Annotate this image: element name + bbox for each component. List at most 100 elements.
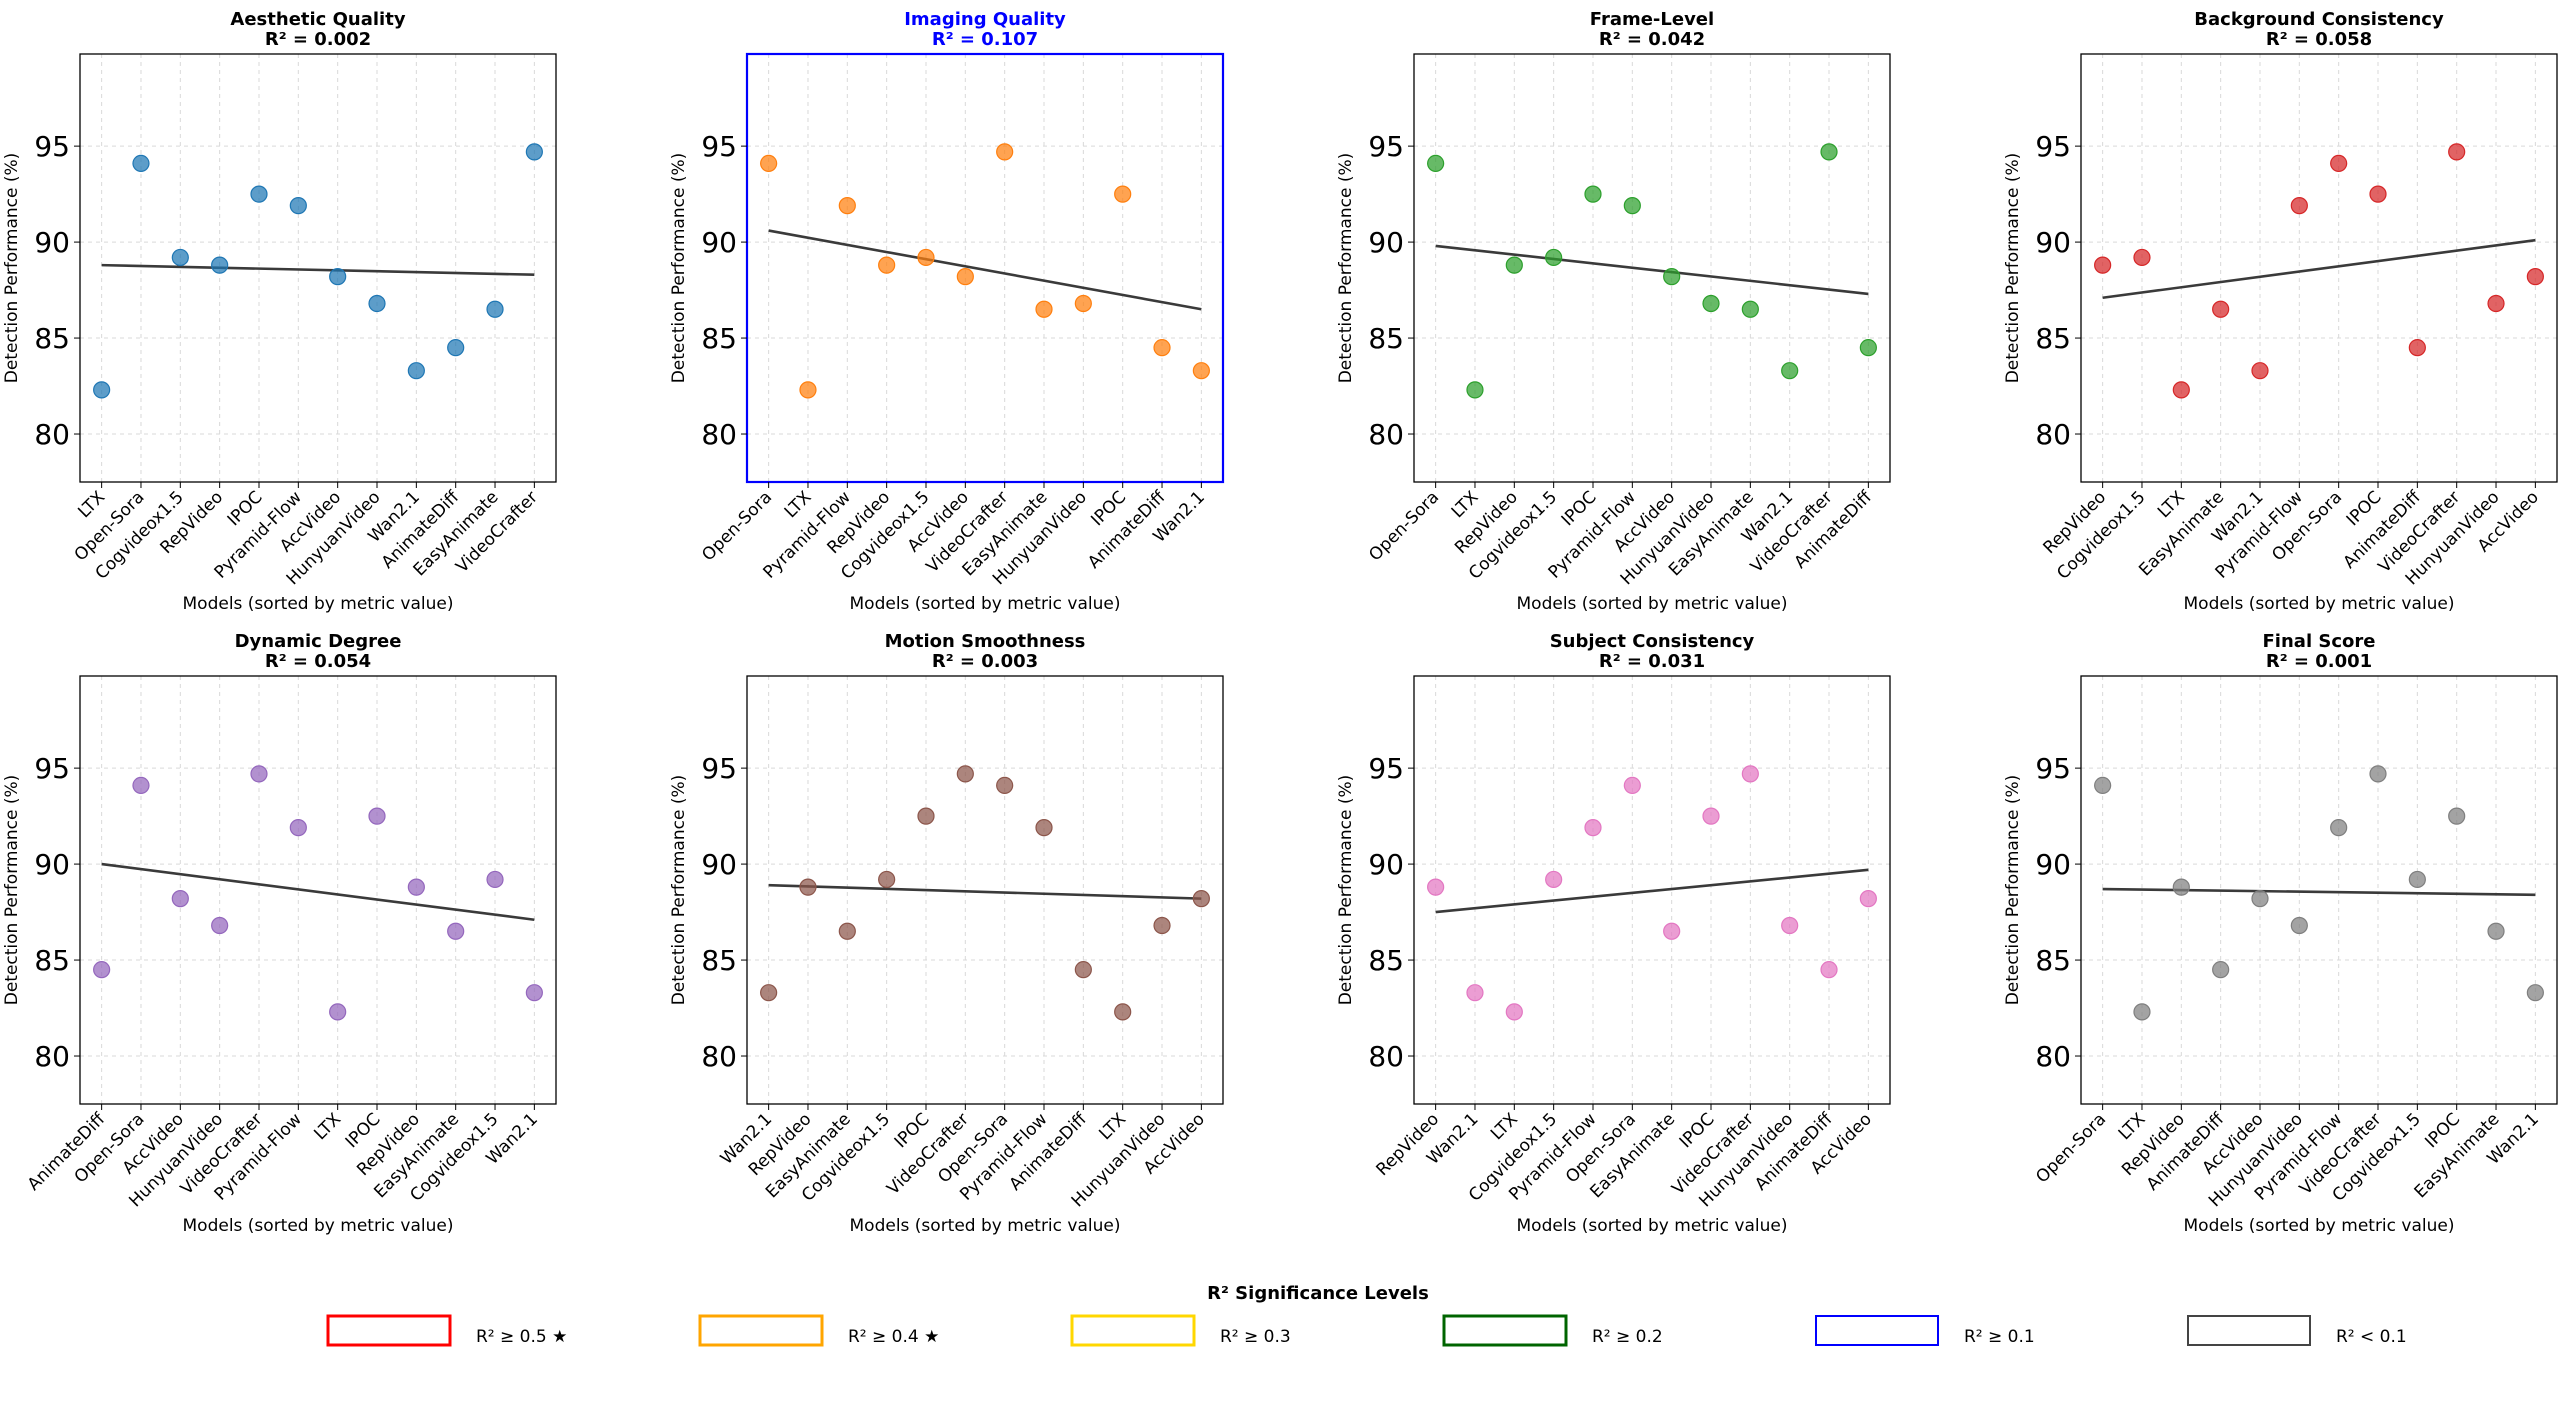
point-open-sora (132, 154, 150, 172)
point-ipoc (250, 185, 268, 203)
point-easyanimate (2212, 300, 2230, 318)
subplot-title: Motion Smoothness (885, 631, 1086, 652)
point-wan2-1 (2251, 362, 2269, 380)
legend-swatch-r2-0-5 (326, 1314, 452, 1347)
subplot-r2-label: R² = 0.002 (265, 29, 371, 50)
y-tick-label: 90 (701, 848, 737, 881)
y-axis-label: Detection Performance (%) (669, 153, 689, 384)
point-pyramid-flow (838, 197, 856, 215)
point-cogvideox1-5 (2408, 870, 2426, 889)
y-axis-label: Detection Performance (%) (2, 775, 22, 1006)
point-wan2-1 (407, 362, 425, 380)
legend-title: R² Significance Levels (1207, 1283, 1429, 1304)
point-videocrafter (996, 143, 1014, 161)
point-videocrafter (250, 765, 268, 783)
point-ipoc (2448, 807, 2466, 825)
point-easyanimate (486, 300, 504, 318)
x-axis-label: Models (sorted by metric value) (183, 1216, 454, 1236)
point-hunyuanvideo (2487, 294, 2505, 313)
point-pyramid-flow (2290, 197, 2308, 215)
legend-swatch-r2-0-3 (1070, 1314, 1196, 1347)
y-tick-label: 80 (1368, 418, 1404, 451)
y-tick-label: 95 (701, 752, 737, 785)
y-axis-label: Detection Performance (%) (669, 775, 689, 1006)
subplot-title: Subject Consistency (1550, 631, 1755, 652)
trend-line (768, 883, 1202, 900)
point-videocrafter (1820, 143, 1838, 161)
point-repvideo (1427, 878, 1445, 896)
point-repvideo (2094, 256, 2112, 274)
legend-label-r2-0-4: R² ≥ 0.4 ★ (848, 1327, 939, 1347)
y-tick-label: 90 (34, 226, 70, 259)
y-tick-label: 95 (2035, 752, 2071, 785)
legend-label-r2-0-3: R² ≥ 0.3 (1220, 1327, 1291, 1347)
point-pyramid-flow (1035, 819, 1053, 837)
point-repvideo (2172, 878, 2190, 896)
y-tick-label: 90 (701, 226, 737, 259)
y-tick-label: 85 (1368, 322, 1404, 355)
legend-label-r2-0-1: R² ≥ 0.1 (1964, 1327, 2035, 1347)
legend-swatch-r2-0-1 (1815, 1315, 1939, 1346)
point-videocrafter (2448, 143, 2466, 161)
y-tick-label: 85 (701, 322, 737, 355)
trend-line (768, 229, 1202, 311)
point-open-sora (1623, 776, 1641, 794)
point-accvideo (1859, 890, 1877, 908)
y-tick-label: 95 (1368, 752, 1404, 785)
x-axis-label: Models (sorted by metric value) (2184, 1216, 2455, 1236)
legend-label-r2-0-2: R² ≥ 0.2 (1592, 1327, 1663, 1347)
point-videocrafter (956, 765, 974, 783)
point-hunyuanvideo (1074, 294, 1092, 313)
point-animatediff (1074, 961, 1092, 979)
subplot-title: Imaging Quality (904, 9, 1066, 30)
legend: R² Significance Levels R² ≥ 0.5 ★ R² ≥ 0… (326, 1283, 2407, 1347)
x-axis-label: Models (sorted by metric value) (183, 594, 454, 614)
point-open-sora (760, 154, 778, 172)
subplot-title: Aesthetic Quality (230, 9, 405, 30)
plot-frame (79, 53, 557, 483)
point-cogvideox1-5 (2133, 248, 2151, 267)
point-cogvideox1-5 (878, 870, 896, 889)
legend-label-r2-0-5: R² ≥ 0.5 ★ (476, 1327, 567, 1347)
y-tick-label: 80 (701, 418, 737, 451)
subplot-title: Frame-Level (1590, 9, 1714, 30)
point-hunyuanvideo (1702, 294, 1720, 313)
point-pyramid-flow (289, 197, 307, 215)
subplot-title: Background Consistency (2194, 9, 2444, 30)
point-open-sora (2094, 776, 2112, 794)
x-axis-label: Models (sorted by metric value) (850, 1216, 1121, 1236)
subplot-r2-label: R² = 0.031 (1599, 651, 1705, 672)
point-ipoc (368, 807, 386, 825)
point-open-sora (132, 776, 150, 794)
subplot-r2-label: R² = 0.003 (932, 651, 1038, 672)
point-open-sora (996, 776, 1014, 794)
point-repvideo (1505, 256, 1523, 274)
y-axis-label: Detection Performance (%) (2003, 775, 2023, 1006)
legend-swatch-r2-below-0-1 (2187, 1315, 2311, 1346)
point-easyanimate (1035, 300, 1053, 318)
subplot-r2-label: R² = 0.107 (932, 29, 1038, 50)
subplot-r2-label: R² = 0.001 (2266, 651, 2372, 672)
point-open-sora (1427, 154, 1445, 172)
y-tick-label: 95 (2035, 130, 2071, 163)
point-animatediff (93, 961, 111, 979)
point-pyramid-flow (1623, 197, 1641, 215)
point-animatediff (2408, 339, 2426, 357)
point-ltx (1505, 1003, 1523, 1021)
plot-frame (79, 675, 557, 1105)
point-ltx (329, 1003, 347, 1021)
point-hunyuanvideo (211, 916, 229, 935)
point-accvideo (956, 268, 974, 286)
trend-line (1435, 868, 1869, 914)
point-ipoc (1114, 185, 1132, 203)
trend-line (101, 263, 535, 277)
y-tick-label: 85 (1368, 944, 1404, 977)
y-tick-label: 80 (34, 1040, 70, 1073)
subplot-title: Dynamic Degree (235, 631, 402, 652)
point-pyramid-flow (2330, 819, 2348, 837)
point-easyanimate (1741, 300, 1759, 318)
point-accvideo (2526, 268, 2544, 286)
y-tick-label: 95 (34, 752, 70, 785)
point-cogvideox1-5 (486, 870, 504, 889)
point-animatediff (1859, 339, 1877, 357)
